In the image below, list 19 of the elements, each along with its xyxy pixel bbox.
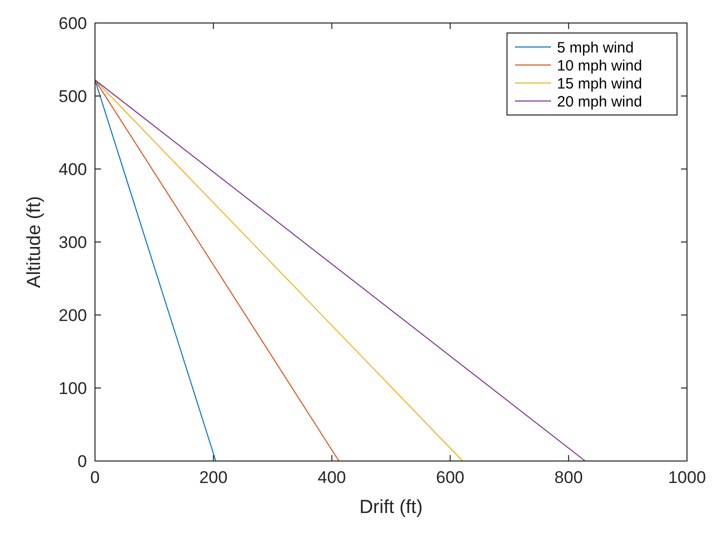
y-tick-label: 200 [58, 306, 87, 325]
y-tick-label: 400 [58, 160, 87, 179]
y-axis-title: Altitude (ft) [24, 196, 45, 288]
x-tick-label: 600 [436, 468, 464, 487]
y-tick-label: 100 [58, 378, 87, 398]
legend-label: 15 mph wind [557, 75, 642, 92]
x-axis-title: Drift (ft) [359, 497, 423, 518]
x-tick-label: 800 [554, 468, 583, 487]
x-tick-label: 1000 [668, 468, 706, 487]
y-tick-label: 0 [78, 452, 87, 471]
y-tick-label: 600 [58, 14, 87, 33]
legend-label: 5 mph wind [557, 39, 634, 56]
y-tick-label: 300 [58, 232, 87, 252]
legend-label: 10 mph wind [557, 57, 642, 74]
x-tick-label: 400 [318, 468, 346, 487]
x-tick-label: 200 [199, 468, 228, 487]
x-tick-label: 0 [90, 468, 100, 487]
legend-label: 20 mph wind [557, 93, 642, 110]
y-tick-label: 500 [58, 86, 87, 106]
